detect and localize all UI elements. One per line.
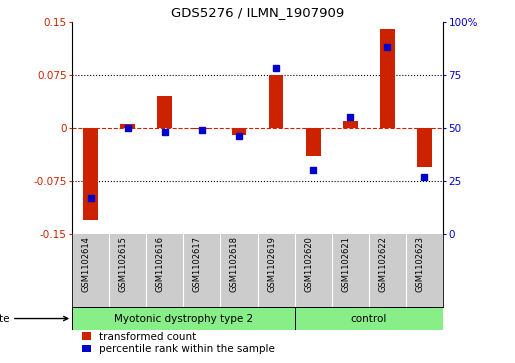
Text: GSM1102617: GSM1102617 xyxy=(193,236,202,292)
Text: GSM1102620: GSM1102620 xyxy=(304,236,313,292)
Bar xyxy=(83,128,98,220)
Text: GSM1102614: GSM1102614 xyxy=(82,236,91,292)
Bar xyxy=(269,75,283,128)
Bar xyxy=(232,128,246,135)
Text: GSM1102622: GSM1102622 xyxy=(379,236,387,292)
Bar xyxy=(72,307,295,330)
Text: GSM1102623: GSM1102623 xyxy=(416,236,424,292)
Bar xyxy=(295,307,443,330)
Legend: transformed count, percentile rank within the sample: transformed count, percentile rank withi… xyxy=(82,331,275,354)
Bar xyxy=(417,128,432,167)
Text: Myotonic dystrophy type 2: Myotonic dystrophy type 2 xyxy=(114,314,253,323)
Text: disease state: disease state xyxy=(0,314,68,323)
Title: GDS5276 / ILMN_1907909: GDS5276 / ILMN_1907909 xyxy=(171,6,344,19)
Bar xyxy=(380,29,394,128)
Bar xyxy=(306,128,320,156)
Bar xyxy=(343,121,357,128)
Text: GSM1102619: GSM1102619 xyxy=(267,236,276,292)
Text: GSM1102615: GSM1102615 xyxy=(119,236,128,292)
Text: control: control xyxy=(351,314,387,323)
Text: GSM1102616: GSM1102616 xyxy=(156,236,165,292)
Text: GSM1102618: GSM1102618 xyxy=(230,236,239,292)
Bar xyxy=(195,128,209,129)
Bar xyxy=(121,125,135,128)
Bar xyxy=(158,96,172,128)
Text: GSM1102621: GSM1102621 xyxy=(341,236,350,292)
